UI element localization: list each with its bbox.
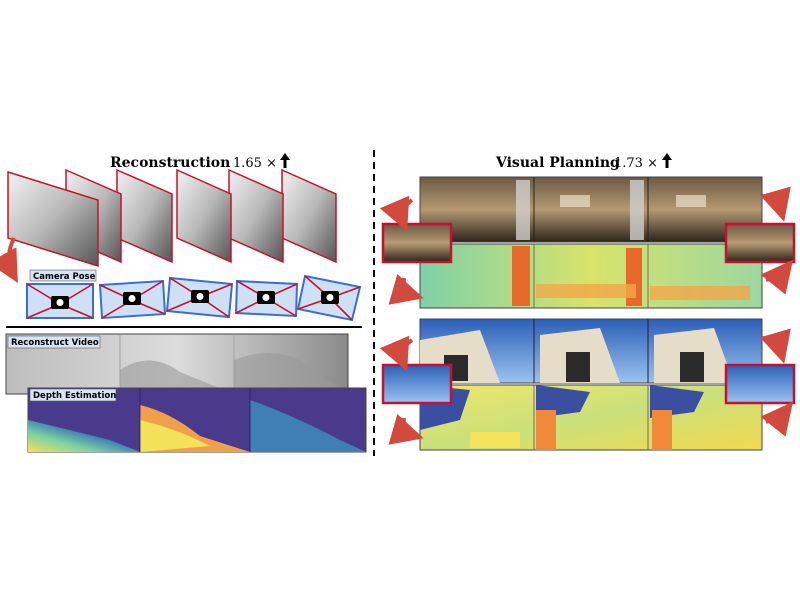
input-frame xyxy=(116,168,173,264)
outdoor-goal-frame xyxy=(724,363,796,405)
input-frame xyxy=(7,170,99,268)
arrow-icon xyxy=(388,414,424,445)
arrow-icon xyxy=(379,195,414,232)
right-panel: Visual Planning 1.73 × xyxy=(379,153,796,451)
left-title: Reconstruction xyxy=(110,155,230,171)
kitchen-rgb-strip xyxy=(419,176,763,243)
input-frame xyxy=(281,168,337,264)
camera-pose xyxy=(26,283,94,319)
arrow-icon xyxy=(760,186,791,222)
arrow-icon xyxy=(388,274,424,305)
reconstruct-video-label: Reconstruct Video xyxy=(11,338,99,348)
right-speedup: 1.73 × xyxy=(614,156,658,171)
arrow-icon xyxy=(379,335,414,372)
arrow-icon xyxy=(760,401,793,437)
outdoor-sequence xyxy=(379,318,796,451)
camera-pose-label: Camera Pose xyxy=(33,272,96,282)
input-frames xyxy=(7,168,337,268)
depth-estimation-label: Depth Estimation xyxy=(33,391,116,401)
kitchen-start-frame xyxy=(381,222,453,264)
camera-pose xyxy=(98,279,167,320)
camera-pose xyxy=(165,276,234,319)
input-frame xyxy=(176,168,232,264)
depth-estimation-label-bg xyxy=(29,388,117,402)
input-frame xyxy=(228,168,284,264)
left-panel: Reconstruction 1.65 × Camera Pose xyxy=(0,153,367,453)
up-arrow-icon xyxy=(662,153,672,168)
kitchen-sequence xyxy=(379,176,796,309)
outdoor-start-frame xyxy=(381,363,453,405)
right-title: Visual Planning xyxy=(495,155,620,171)
camera-poses xyxy=(26,274,362,322)
arrow-icon xyxy=(760,259,793,295)
curved-arrow-icon xyxy=(0,237,18,283)
camera-pose xyxy=(296,274,362,322)
arrow-icon xyxy=(760,328,791,364)
camera-pose xyxy=(234,279,299,318)
left-speedup: 1.65 × xyxy=(233,156,277,171)
camera-pose-label-bg xyxy=(29,269,97,282)
up-arrow-icon xyxy=(280,153,290,168)
reconstruct-video-label-bg xyxy=(7,335,101,349)
kitchen-goal-frame xyxy=(724,222,796,264)
